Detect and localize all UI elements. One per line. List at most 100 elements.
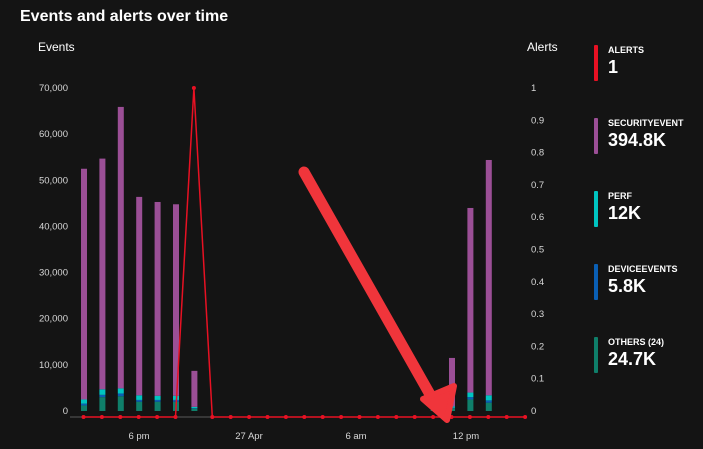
y-left-tick-label: 20,000: [39, 314, 68, 325]
alert-point: [247, 415, 252, 419]
legend: ALERTS 1 SECURITYEVENT 394.8K PERF 12K D…: [594, 44, 702, 410]
bar-segment: [173, 204, 179, 396]
bar-segment: [467, 392, 474, 398]
y-left-axis: 70,000 60,000 50,000 40,000 30,000 20,000 10,0…: [39, 83, 68, 417]
legend-label: DEVICEEVENTS: [608, 264, 678, 274]
bar-series: [81, 106, 492, 411]
bar-segment: [467, 207, 474, 393]
alert-point: [339, 415, 344, 419]
bar-segment: [136, 196, 143, 396]
legend-label: PERF: [608, 191, 633, 201]
y-right-tick-label: 0.9: [531, 115, 544, 126]
legend-swatch: [594, 337, 598, 373]
alert-point: [412, 415, 417, 419]
alert-point: [357, 415, 362, 419]
bar-segment: [136, 399, 143, 402]
y-right-tick-label: 0.8: [531, 148, 544, 159]
bar-segment: [81, 168, 87, 400]
alert-point: [320, 415, 325, 419]
alert-point: [191, 86, 196, 90]
alert-point: [394, 415, 399, 419]
legend-item-others[interactable]: OTHERS (24) 24.7K: [594, 337, 702, 375]
bar-segment: [99, 394, 106, 398]
legend-label: SECURITYEVENT: [608, 118, 684, 128]
y-right-tick-label: 0: [531, 406, 536, 417]
legend-value: 5.8K: [608, 276, 647, 296]
alert-point: [155, 415, 160, 419]
bar-segment: [191, 406, 198, 409]
legend-swatch: [594, 191, 598, 227]
y-left-tick-label: 40,000: [39, 221, 68, 232]
bar-segment: [485, 400, 492, 403]
alert-point: [136, 415, 141, 419]
legend-value: 24.7K: [608, 349, 657, 369]
bar-segment: [154, 399, 161, 402]
legend-value: 12K: [608, 203, 642, 223]
bar-segment: [136, 395, 143, 400]
x-tick-label: 6 am: [345, 431, 366, 442]
bar-segment: [117, 396, 124, 411]
alert-point: [302, 415, 307, 419]
alert-point: [118, 415, 123, 419]
x-tick-label: 27 Apr: [235, 431, 262, 442]
bar-segment: [467, 399, 474, 411]
legend-swatch: [594, 45, 598, 81]
y-right-tick-label: 0.5: [531, 245, 544, 256]
legend-label: OTHERS (24): [608, 337, 665, 347]
y-left-tick-label: 70,000: [39, 83, 68, 94]
bar-segment: [467, 397, 474, 400]
y-left-tick-label: 10,000: [39, 360, 68, 371]
annotation-arrow: [298, 166, 457, 423]
alert-point: [210, 415, 215, 419]
legend-item-deviceevents[interactable]: DEVICEEVENTS 5.8K: [594, 264, 702, 302]
legend-label: ALERTS: [608, 45, 644, 55]
y-right-tick-label: 0.2: [531, 341, 544, 352]
y-left-tick-label: 50,000: [39, 175, 68, 186]
bar-segment: [81, 403, 87, 406]
alert-point: [431, 415, 436, 419]
alerts-line-series: [81, 86, 528, 419]
legend-item-perf[interactable]: PERF 12K: [594, 191, 702, 229]
y-left-axis-title: Events: [38, 40, 75, 54]
bar-segment: [99, 389, 106, 395]
x-tick-label: 12 pm: [453, 431, 479, 442]
legend-item-alerts[interactable]: ALERTS 1: [594, 45, 702, 83]
bar-segment: [191, 408, 198, 411]
y-right-tick-label: 0.4: [531, 277, 544, 288]
y-left-tick-label: 30,000: [39, 268, 68, 279]
bar-segment: [81, 405, 87, 411]
y-right-tick-label: 1: [531, 83, 536, 94]
legend-value: 1: [608, 57, 619, 77]
y-right-axis-title: Alerts: [527, 40, 558, 54]
alert-point: [486, 415, 491, 419]
y-left-tick-label: 60,000: [39, 129, 68, 140]
legend-value: 394.8K: [608, 130, 667, 150]
alert-point: [265, 415, 270, 419]
bar-segment: [154, 395, 161, 400]
bar-segment: [485, 402, 492, 411]
chart-title: Events and alerts over time: [20, 8, 229, 25]
bar-segment: [81, 399, 87, 404]
alerts-line: [83, 87, 526, 418]
bar-segment: [99, 158, 106, 390]
alert-point: [81, 415, 86, 419]
bar-segment: [136, 401, 143, 411]
legend-item-securityevent[interactable]: SECURITYEVENT 394.8K: [594, 118, 702, 156]
alert-point: [173, 415, 178, 419]
alert-point: [375, 415, 380, 419]
bar-segment: [117, 393, 124, 397]
alert-point: [504, 415, 509, 419]
bar-segment: [191, 408, 198, 409]
y-left-tick-label: 0: [63, 406, 68, 417]
y-right-tick-label: 0.7: [531, 180, 544, 191]
bar-segment: [99, 397, 106, 411]
bar-segment: [485, 159, 492, 396]
y-right-axis: 1 0.9 0.8 0.7 0.6 0.5 0.4 0.3 0.2 0.1 0: [531, 83, 544, 417]
alert-point: [283, 415, 288, 419]
alert-point: [467, 415, 472, 419]
x-axis: 6 pm 27 Apr 6 am 12 pm: [128, 431, 479, 442]
bar-segment: [154, 201, 161, 396]
y-right-tick-label: 0.3: [531, 309, 544, 320]
y-right-tick-label: 0.1: [531, 374, 544, 385]
